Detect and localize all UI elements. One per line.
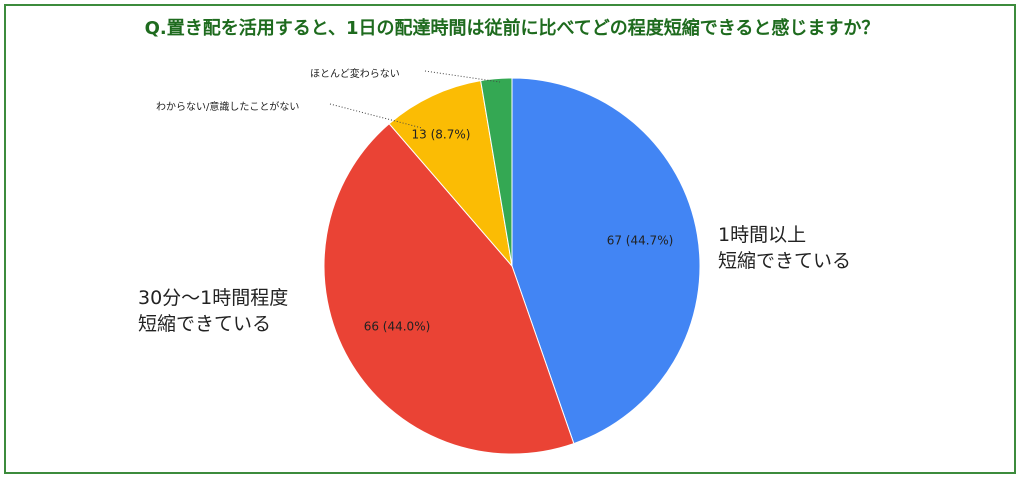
- leader-line: [329, 103, 423, 129]
- value-label: 67 (44.7%): [607, 234, 674, 248]
- pie-slice: [511, 77, 701, 445]
- chart-title: Q.置き配を活用すると、1日の配達時間は従前に比べてどの程度短縮できると感じます…: [144, 18, 880, 39]
- leader-line: [424, 70, 501, 83]
- category-label: 1時間以上 短縮できている: [718, 224, 852, 272]
- frame: [4, 4, 1016, 474]
- pie-slice: [388, 80, 513, 268]
- value-label: 66 (44.0%): [364, 320, 431, 334]
- value-label: 13 (8.7%): [412, 128, 471, 142]
- category-label: 30分～1時間程度 短縮できている: [138, 287, 289, 335]
- pie-slice: [480, 77, 513, 267]
- pie-slice: [323, 122, 575, 455]
- category-label: ほとんど変わらない: [310, 69, 400, 80]
- category-label: わからない/意識したことがない: [156, 102, 300, 113]
